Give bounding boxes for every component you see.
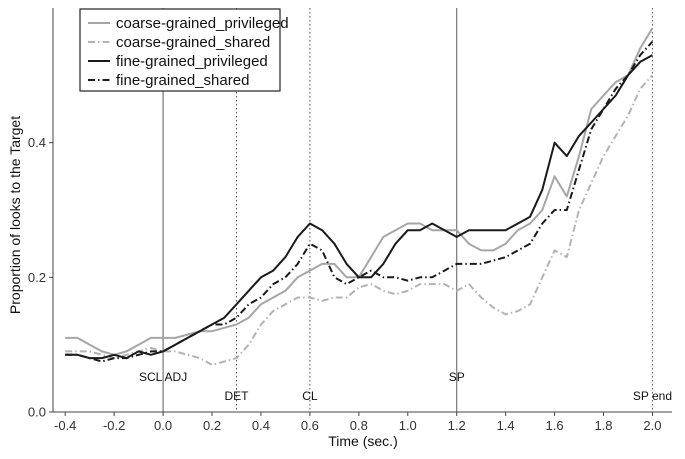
series-lines bbox=[65, 27, 654, 366]
event-label: SCL ADJ bbox=[139, 370, 187, 384]
x-tick-label: -0.4 bbox=[54, 418, 76, 433]
legend: coarse-grained_privileged coarse-grained_… bbox=[79, 8, 289, 92]
x-tick-label: -0.2 bbox=[103, 418, 125, 433]
legend-box bbox=[79, 8, 281, 92]
legend-label: coarse-grained_shared bbox=[116, 34, 270, 51]
x-tick-label: 0.8 bbox=[350, 418, 368, 433]
y-tick-label: 0.4 bbox=[28, 135, 46, 150]
x-tick-label: 1.4 bbox=[497, 418, 515, 433]
series-line bbox=[65, 54, 653, 360]
series-line bbox=[65, 74, 654, 366]
legend-label: coarse-grained_privileged bbox=[116, 15, 289, 32]
event-label: SP end bbox=[633, 389, 672, 403]
series-line bbox=[65, 41, 654, 363]
x-tick-label: 1.2 bbox=[448, 418, 466, 433]
ticks: -0.4 -0.2 0.0 0.2 0.4 0.6 0.8 1.0 1.2 1.4 1.6 1.8 2.… bbox=[28, 135, 662, 433]
x-tick-label: 0.6 bbox=[301, 418, 319, 433]
event-label: SP bbox=[449, 370, 465, 384]
y-tick-label: 0.2 bbox=[28, 270, 46, 285]
x-tick-label: 0.4 bbox=[252, 418, 270, 433]
x-tick-label: 1.0 bbox=[399, 418, 417, 433]
event-label: DET bbox=[224, 389, 249, 403]
x-tick-label: 0.0 bbox=[154, 418, 172, 433]
x-axis-title: Time (sec.) bbox=[328, 433, 397, 449]
x-tick-label: 1.6 bbox=[546, 418, 564, 433]
y-axis-title: Proportion of looks to the Target bbox=[7, 116, 23, 314]
legend-label: fine-grained_shared bbox=[116, 72, 249, 89]
legend-label: fine-grained_privileged bbox=[116, 53, 268, 70]
event-label: CL bbox=[302, 389, 318, 403]
event-labels: SCL ADJ DET CL SP SP end bbox=[139, 370, 672, 403]
y-tick-label: 0.0 bbox=[28, 405, 46, 420]
legend-entries: coarse-grained_privileged coarse-grained_… bbox=[88, 15, 289, 89]
x-tick-label: 0.2 bbox=[203, 418, 221, 433]
axes bbox=[52, 8, 672, 413]
x-tick-label: 2.0 bbox=[643, 418, 661, 433]
x-tick-label: 1.8 bbox=[594, 418, 612, 433]
